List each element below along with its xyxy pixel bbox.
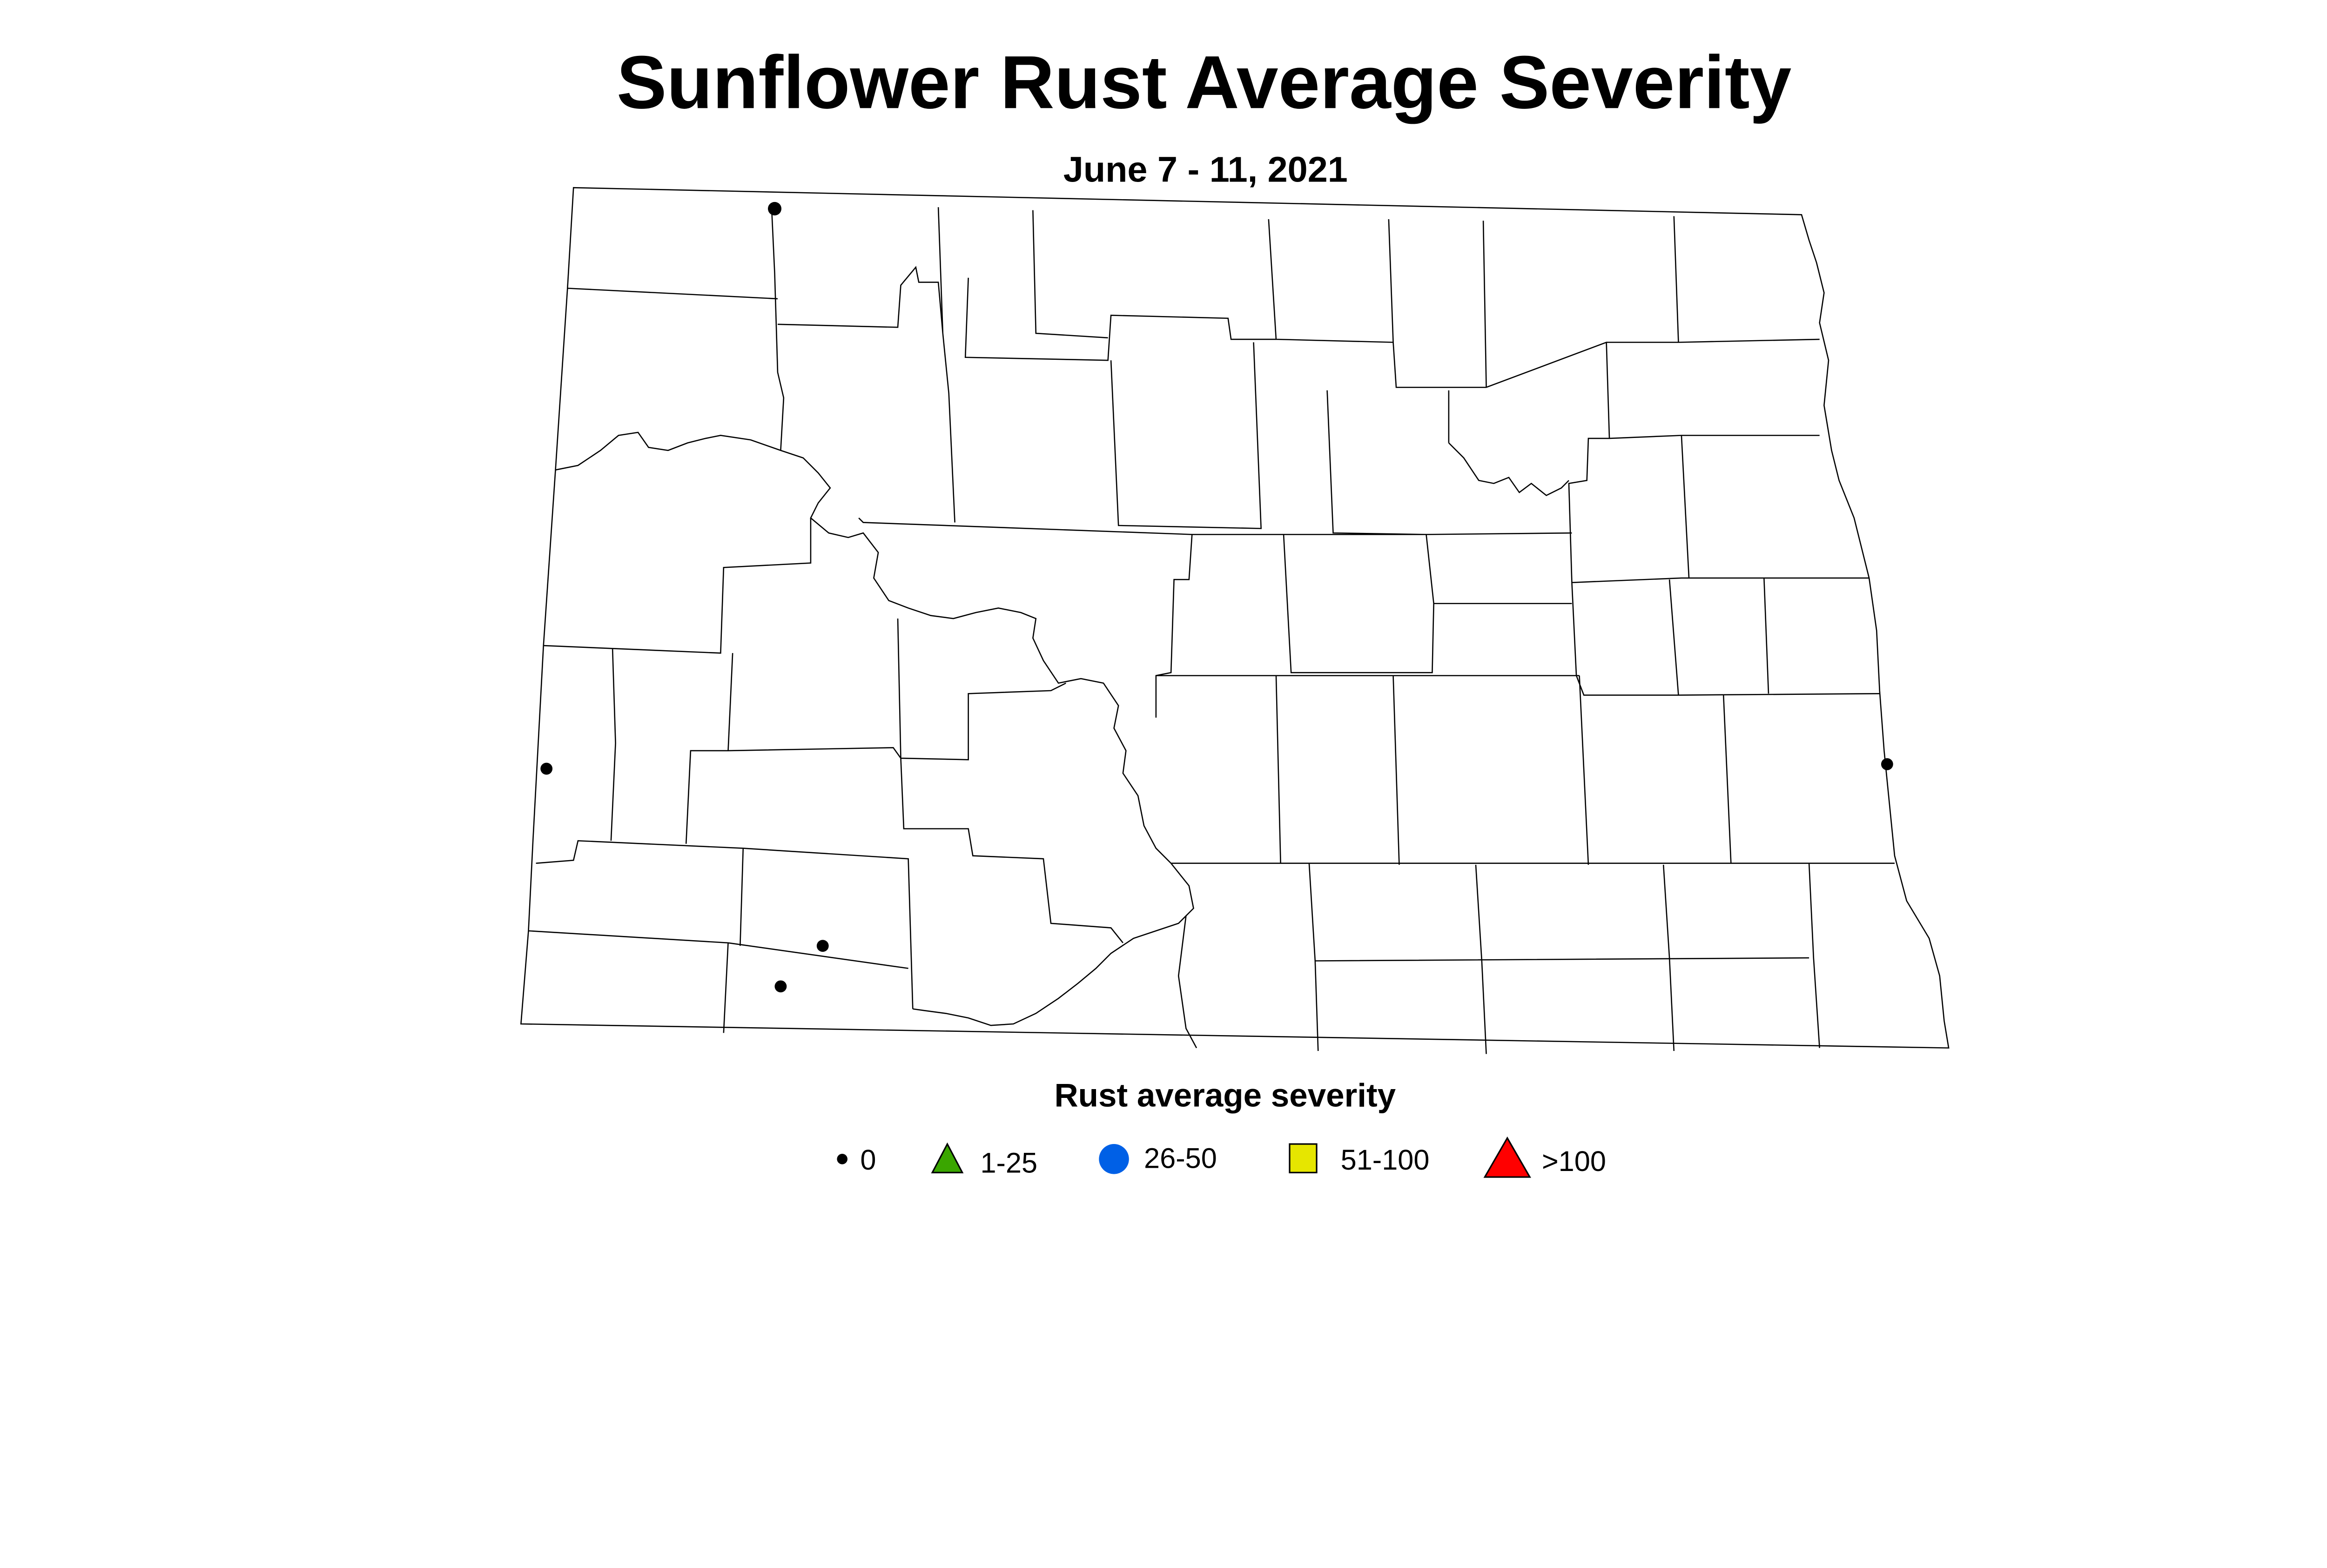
legend-label-2: 26-50 (1144, 1143, 1217, 1174)
site-marker (1881, 758, 1893, 770)
site-marker (816, 940, 829, 952)
site-marker (768, 202, 782, 215)
legend: Rust average severity 0 1-25 26-50 51-10… (837, 1077, 1606, 1178)
site-marker (774, 980, 787, 993)
legend-label-4: >100 (1542, 1145, 1606, 1177)
lake-sakakawea-east (1448, 442, 1569, 497)
north-dakota-map (520, 187, 1950, 1054)
survey-sites (540, 202, 1893, 993)
map-subtitle: June 7 - 11, 2021 (1063, 149, 1348, 189)
legend-title: Rust average severity (1054, 1077, 1396, 1114)
legend-green-triangle-icon (931, 1142, 964, 1173)
legend-dot-icon (837, 1154, 847, 1164)
map-title: Sunflower Rust Average Severity (617, 40, 1791, 124)
county-lines (528, 207, 1895, 1054)
missouri-river (555, 431, 1194, 1026)
legend-red-triangle-icon (1483, 1136, 1531, 1178)
map-figure: Sunflower Rust Average Severity June 7 -… (520, 40, 1950, 1178)
legend-label-3: 51-100 (1341, 1144, 1430, 1176)
legend-yellow-square-icon (1289, 1143, 1318, 1173)
legend-label-0: 0 (860, 1144, 876, 1176)
state-outline (520, 187, 1950, 1049)
legend-label-1: 1-25 (980, 1147, 1037, 1178)
legend-blue-circle-icon (1099, 1144, 1129, 1174)
site-marker (540, 762, 553, 775)
